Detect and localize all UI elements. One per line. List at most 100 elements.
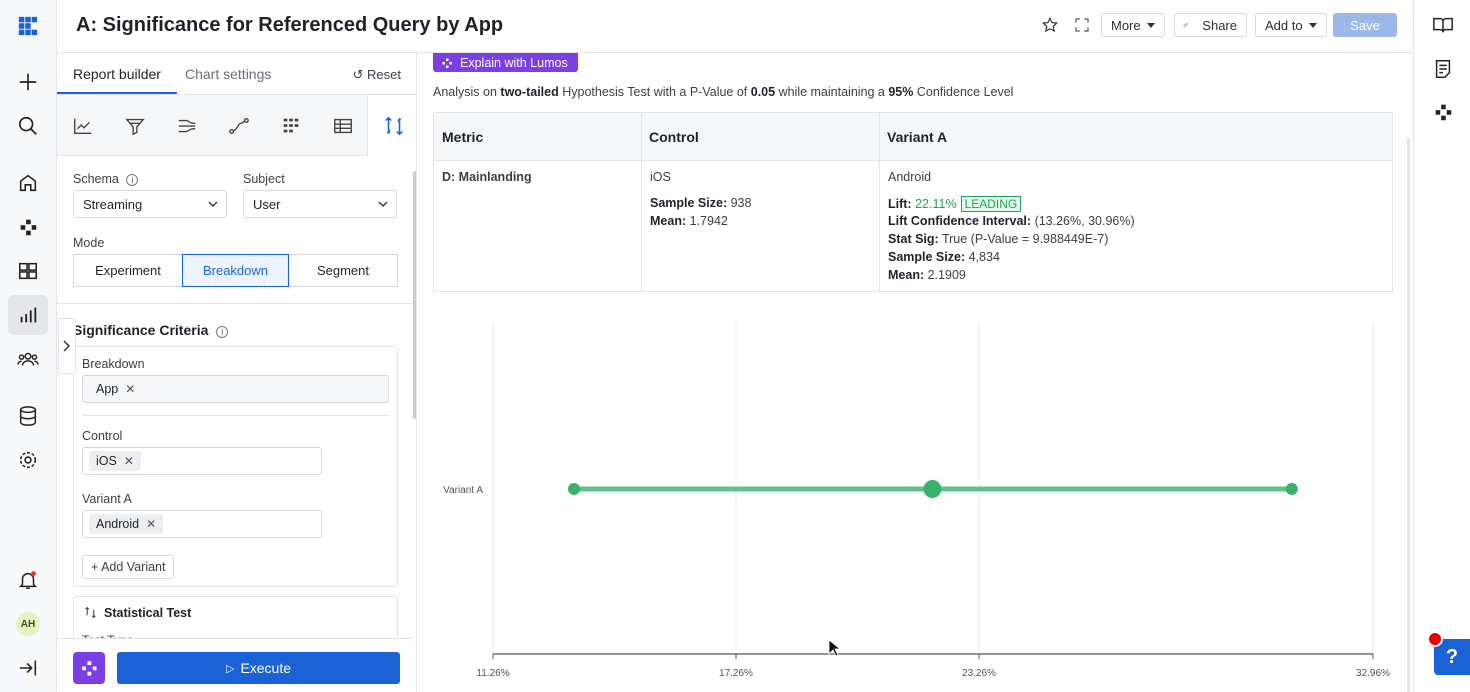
control-chip[interactable]: iOS ✕ (89, 451, 141, 471)
analysis-suffix: Confidence Level (913, 85, 1014, 99)
variant-lift-ci: Lift Confidence Interval: (13.26%, 30.96… (888, 214, 1135, 228)
variant-lift: Lift: 22.11% LEADING (888, 196, 1022, 212)
dashboard-icon[interactable] (8, 251, 48, 291)
info-icon[interactable]: i (126, 174, 139, 186)
more-button[interactable]: More (1101, 13, 1165, 37)
viz-heatmap-icon[interactable] (265, 95, 317, 156)
variant-chip-label: Android (96, 517, 140, 531)
close-icon[interactable]: ✕ (123, 454, 134, 468)
variant-chip[interactable]: Android ✕ (89, 514, 164, 534)
chart-icon[interactable] (8, 295, 48, 335)
column-separator (641, 113, 642, 291)
fullscreen-icon[interactable] (1073, 16, 1091, 34)
label: Lift: (888, 197, 912, 211)
grid-logo-icon[interactable] (8, 6, 48, 46)
execute-button[interactable]: ▷ Execute (117, 652, 400, 684)
significance-icon (85, 606, 96, 619)
add-to-button[interactable]: Add to (1255, 13, 1327, 37)
viz-significance-icon[interactable] (367, 95, 416, 156)
analysis-middle2: while maintaining a (775, 85, 889, 99)
schema-value: Streaming (83, 196, 143, 212)
breakdown-input[interactable]: App ✕ (82, 375, 389, 403)
reset-button[interactable]: ↺ Reset (353, 67, 402, 83)
statistical-test-title: Statistical Test (104, 606, 192, 620)
visualization-bar (57, 94, 416, 156)
active-tab-indicator (57, 92, 177, 94)
avatar[interactable]: AH (16, 612, 40, 636)
collapse-panel-button[interactable] (58, 318, 76, 374)
mode-experiment[interactable]: Experiment (73, 254, 183, 287)
reset-icon: ↺ (352, 67, 364, 82)
chevron-right-icon (63, 340, 71, 352)
breakdown-chip-label: App (96, 382, 119, 396)
lift-point (923, 480, 942, 498)
plus-icon[interactable] (8, 62, 48, 102)
viz-flow-icon[interactable] (161, 95, 213, 156)
add-variant-button[interactable]: + Add Variant (82, 555, 175, 579)
explain-with-lumos-button[interactable]: Explain with Lumos (433, 53, 578, 72)
header-bar: A: Significance for Referenced Query by … (57, 0, 1413, 53)
users-icon[interactable] (8, 339, 48, 379)
info-icon[interactable]: i (216, 326, 229, 338)
mouse-cursor-icon (828, 639, 840, 657)
notes-icon[interactable] (1432, 58, 1454, 80)
tab-report-builder[interactable]: Report builder (73, 66, 161, 82)
leading-badge: LEADING (960, 196, 1022, 212)
link-icon (1183, 22, 1188, 28)
close-icon[interactable]: ✕ (146, 517, 157, 531)
panel-scrollbar[interactable] (413, 171, 416, 419)
lumos-icon[interactable] (8, 207, 48, 247)
more-label: More (1111, 17, 1141, 33)
control-sample-size: Sample Size: 938 (650, 196, 751, 210)
schema-select[interactable]: Streaming (73, 190, 227, 218)
home-icon[interactable] (8, 163, 48, 203)
significance-criteria-title: Significance Criteria i (73, 322, 229, 338)
star-icon[interactable] (1041, 16, 1059, 34)
lumos-button[interactable] (73, 652, 105, 684)
metric-name: D: Mainlanding (442, 170, 532, 184)
schema-label: Schema i (73, 172, 139, 186)
book-icon[interactable] (1432, 14, 1454, 36)
viz-path-icon[interactable] (213, 95, 265, 156)
lumos-icon (442, 58, 452, 68)
variant-input[interactable]: Android ✕ (82, 510, 322, 538)
mode-breakdown[interactable]: Breakdown (182, 254, 289, 287)
collapse-rail-icon[interactable] (8, 648, 48, 688)
variant-sample-size: Sample Size: 4,834 (888, 250, 1000, 264)
close-icon[interactable]: ✕ (125, 382, 136, 396)
main-scrollbar[interactable] (1407, 138, 1410, 692)
database-icon[interactable] (8, 396, 48, 436)
save-button[interactable]: Save (1333, 13, 1397, 37)
control-chip-label: iOS (96, 454, 117, 468)
x-tick-label: 11.26% (476, 668, 509, 679)
tab-chart-settings[interactable]: Chart settings (185, 66, 272, 82)
viz-line-chart-icon[interactable] (57, 95, 109, 156)
viz-table-icon[interactable] (317, 95, 369, 156)
chevron-down-icon (378, 201, 388, 207)
tail-type: two-tailed (500, 85, 559, 99)
chevron-down-icon (208, 201, 218, 207)
subject-select[interactable]: User (243, 190, 397, 218)
search-icon[interactable] (8, 106, 48, 146)
value: 2.1909 (927, 268, 966, 282)
bell-icon[interactable] (8, 560, 48, 600)
label: Lift Confidence Interval: (888, 214, 1032, 228)
divider (82, 415, 389, 416)
breakdown-chip[interactable]: App ✕ (89, 379, 142, 399)
control-input[interactable]: iOS ✕ (82, 447, 322, 475)
caret-down-icon (1308, 22, 1317, 28)
control-mean: Mean: 1.7942 (650, 214, 728, 228)
reset-label: Reset (367, 67, 401, 82)
viz-funnel-icon[interactable] (109, 95, 161, 156)
value: 1.7942 (689, 214, 728, 228)
variant-label: Variant A (82, 492, 132, 506)
lumos-icon[interactable] (1432, 101, 1454, 123)
share-button[interactable]: Share (1174, 13, 1247, 37)
value: 4,834 (968, 250, 1000, 264)
settings-icon[interactable] (8, 440, 48, 480)
section-divider (57, 303, 416, 304)
mode-segment[interactable]: Segment (288, 254, 398, 287)
share-label: Share (1202, 17, 1237, 33)
label: Mean: (650, 214, 687, 228)
